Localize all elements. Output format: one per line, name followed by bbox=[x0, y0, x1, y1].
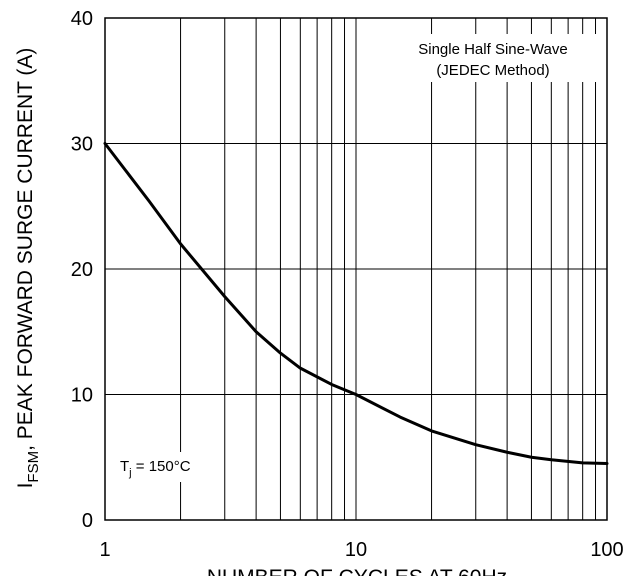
tj-note-subscript: j bbox=[128, 467, 131, 479]
y-tick-label: 20 bbox=[71, 259, 93, 281]
tj-note-background bbox=[114, 452, 214, 482]
y-tick-labels: 0 10 20 30 40 bbox=[71, 8, 93, 532]
tj-note-rest: = 150°C bbox=[132, 458, 191, 475]
y-axis-title: IFSM, PEAK FORWARD SURGE CURRENT (A) bbox=[14, 48, 42, 489]
x-tick-label: 1 bbox=[99, 539, 110, 561]
y-axis-title-prefix: I bbox=[14, 483, 37, 489]
x-tick-label: 100 bbox=[590, 539, 623, 561]
data-series bbox=[103, 142, 609, 466]
y-tick-label: 40 bbox=[71, 8, 93, 30]
x-tick-label: 10 bbox=[345, 539, 367, 561]
y-tick-label: 10 bbox=[71, 385, 93, 407]
waveform-note-line1: Single Half Sine-Wave bbox=[418, 41, 568, 58]
grid-lines bbox=[104, 17, 607, 521]
plot-frame bbox=[104, 17, 608, 521]
y-tick-label: 0 bbox=[82, 510, 93, 532]
surge-current-curve bbox=[103, 142, 609, 466]
y-axis-title-rest: , PEAK FORWARD SURGE CURRENT (A) bbox=[14, 48, 37, 451]
x-axis-title: NUMBER OF CYCLES AT 60Hz bbox=[207, 566, 507, 576]
y-axis-title-subscript: FSM bbox=[25, 451, 42, 483]
x-tick-labels: 1 10 100 bbox=[99, 539, 623, 561]
waveform-note-line2: (JEDEC Method) bbox=[436, 62, 549, 79]
tj-note: Tj = 150°C bbox=[120, 458, 191, 479]
y-tick-label: 30 bbox=[71, 134, 93, 156]
waveform-note-background bbox=[386, 34, 600, 82]
tj-note-prefix: T bbox=[120, 458, 129, 475]
